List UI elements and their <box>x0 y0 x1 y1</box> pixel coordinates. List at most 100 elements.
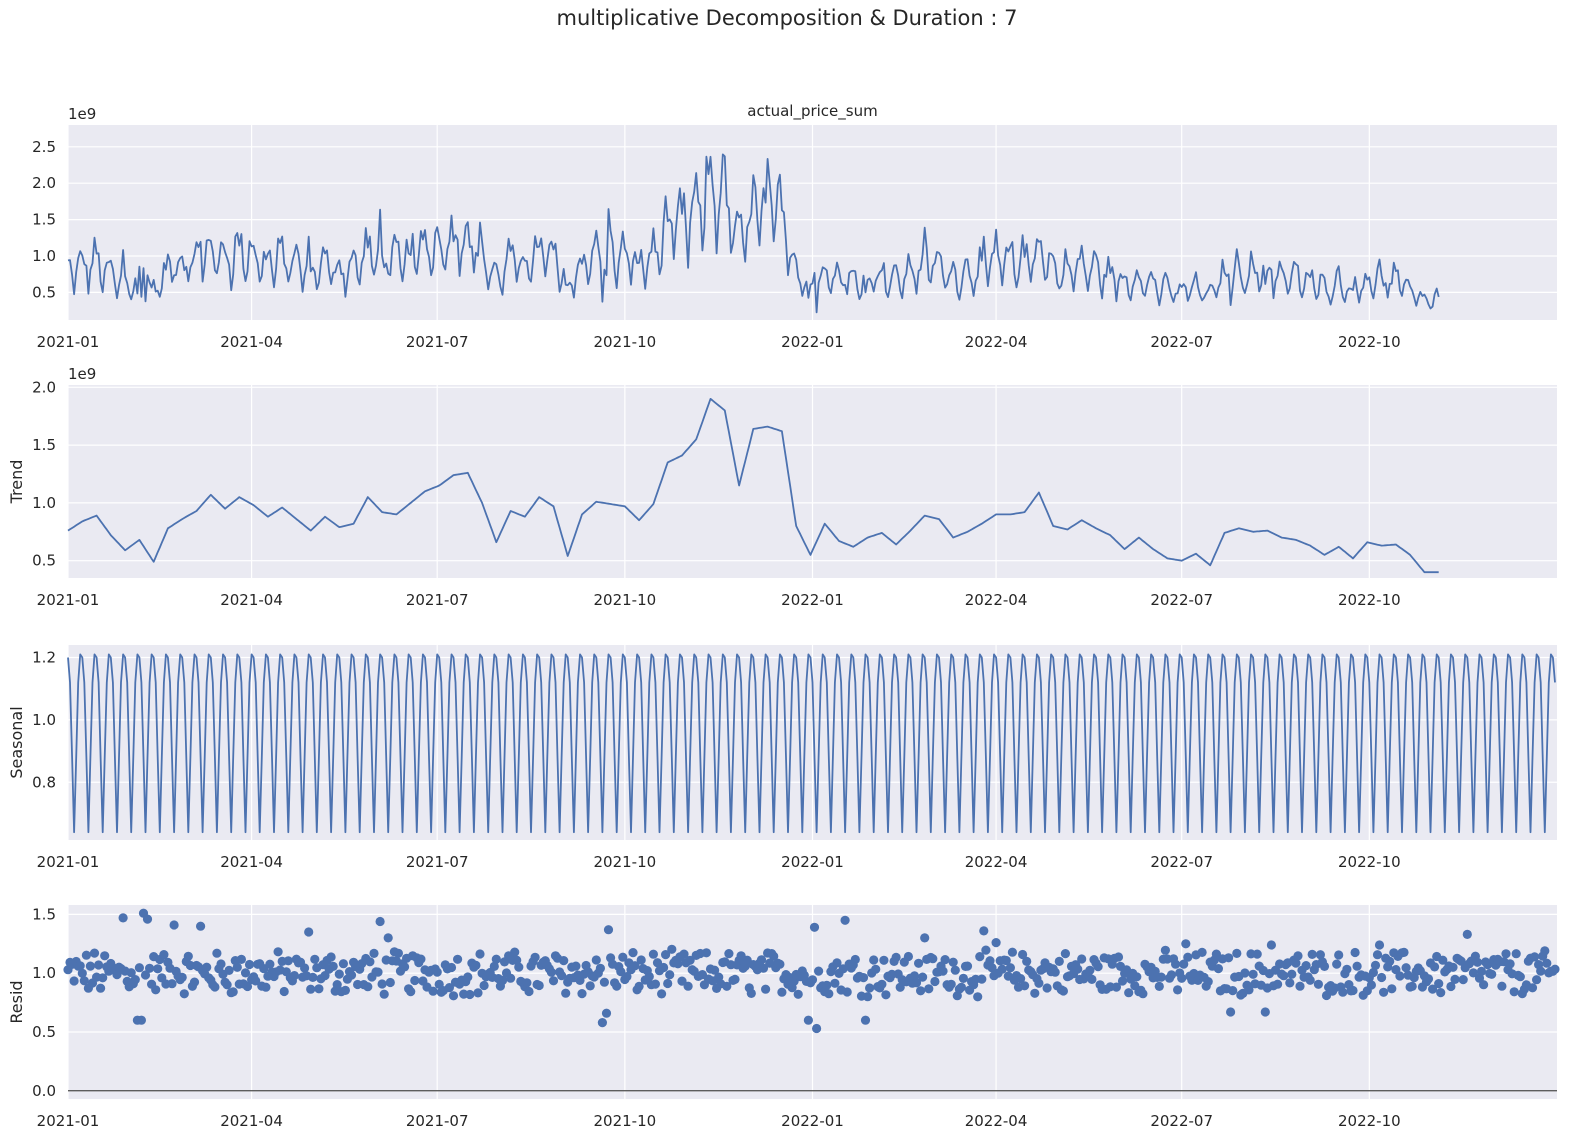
subplot-title: actual_price_sum <box>747 102 877 121</box>
resid-point <box>860 1015 871 1025</box>
y-tick-label: 1.2 <box>32 648 56 666</box>
y-tick-label: 1.0 <box>32 964 56 982</box>
resid-point <box>557 971 567 981</box>
resid-point <box>224 965 234 976</box>
resid-point <box>334 969 344 979</box>
panel-1: 0.5 1.0 1.5 2.0 2.5 2021-01 2021-04 2021-07 2021… <box>32 102 1557 351</box>
x-tick-label: 2022-10 <box>1338 1112 1401 1130</box>
resid-point <box>956 982 967 992</box>
resid-point <box>561 988 571 998</box>
resid-point <box>977 974 987 984</box>
offset-label: 1e9 <box>68 365 96 383</box>
resid-point <box>746 988 756 999</box>
resid-point <box>1138 989 1148 999</box>
resid-point <box>202 962 212 972</box>
resid-point <box>1154 981 1164 992</box>
resid-point <box>863 992 873 1002</box>
resid-point <box>1001 955 1011 966</box>
resid-point <box>1472 957 1483 967</box>
resid-point <box>824 989 834 999</box>
resid-point <box>406 987 416 997</box>
resid-point <box>1295 981 1305 991</box>
resid-point <box>1279 971 1289 981</box>
resid-point <box>1179 959 1189 969</box>
resid-point <box>830 978 840 988</box>
resid-point <box>1332 959 1342 969</box>
resid-point <box>881 990 891 1000</box>
resid-point <box>758 963 769 973</box>
resid-point <box>1005 963 1016 973</box>
y-tick-label: 2.0 <box>32 174 56 192</box>
resid-point <box>679 949 689 959</box>
resid-point <box>1226 1007 1236 1017</box>
y-tick-label: 1.0 <box>32 247 56 265</box>
figure-title: multiplicative Decomposition & Duration … <box>556 6 1018 30</box>
resid-point <box>946 979 956 989</box>
resid-point <box>96 983 106 993</box>
resid-point <box>595 963 606 973</box>
resid-point <box>81 950 91 960</box>
resid-point <box>903 951 914 962</box>
resid-point <box>85 961 95 971</box>
resid-point <box>153 964 163 974</box>
resid-point <box>657 989 667 999</box>
resid-point <box>987 963 997 973</box>
resid-point <box>756 955 767 965</box>
resid-point <box>100 951 110 961</box>
resid-point <box>1315 950 1325 960</box>
x-tick-label: 2021-04 <box>220 591 283 609</box>
resid-point <box>1438 955 1448 965</box>
resid-point <box>973 992 983 1002</box>
resid-point <box>1448 962 1458 972</box>
x-tick-label: 2021-07 <box>406 1112 469 1130</box>
resid-point <box>809 922 820 932</box>
resid-point <box>1293 951 1303 961</box>
resid-point <box>379 989 389 999</box>
x-tick-label: 2022-10 <box>1338 591 1401 609</box>
resid-point <box>1156 972 1166 982</box>
resid-point <box>145 963 155 973</box>
x-tick-label: 2021-10 <box>594 1112 657 1130</box>
resid-point <box>471 960 481 971</box>
resid-point <box>628 948 638 958</box>
resid-point <box>1456 956 1466 966</box>
resid-point <box>1020 981 1030 991</box>
resid-point <box>981 945 991 955</box>
resid-point <box>432 967 442 977</box>
x-tick-label: 2021-10 <box>594 853 657 871</box>
resid-point <box>1252 949 1262 959</box>
resid-point <box>940 955 950 965</box>
resid-point <box>585 981 595 991</box>
resid-point <box>94 960 104 970</box>
resid-point <box>683 981 693 991</box>
resid-point <box>340 985 350 996</box>
resid-point <box>761 984 771 994</box>
resid-point <box>938 966 948 976</box>
resid-point <box>510 947 520 957</box>
x-tick-label: 2021-07 <box>406 333 469 351</box>
resid-point <box>1527 983 1538 993</box>
resid-point <box>410 975 420 986</box>
resid-point <box>832 958 842 968</box>
y-tick-label: 2.5 <box>32 138 56 156</box>
resid-point <box>1462 929 1472 940</box>
resid-point <box>1287 969 1297 979</box>
resid-point <box>1240 968 1250 978</box>
resid-point <box>514 962 524 972</box>
resid-point <box>465 989 475 1000</box>
resid-point <box>1372 950 1383 960</box>
resid-point <box>393 948 403 958</box>
resid-point <box>991 938 1001 948</box>
resid-point <box>151 985 161 995</box>
resid-point <box>1224 953 1234 963</box>
resid-point <box>920 933 930 943</box>
resid-point <box>491 954 501 964</box>
x-tick-label: 2022-07 <box>1150 1112 1213 1130</box>
resid-point <box>1430 962 1440 972</box>
resid-point <box>1113 952 1124 962</box>
resid-point <box>665 970 675 980</box>
resid-point <box>1352 961 1362 971</box>
resid-point <box>850 954 860 965</box>
resid-point <box>369 948 379 959</box>
resid-point <box>1370 960 1381 971</box>
